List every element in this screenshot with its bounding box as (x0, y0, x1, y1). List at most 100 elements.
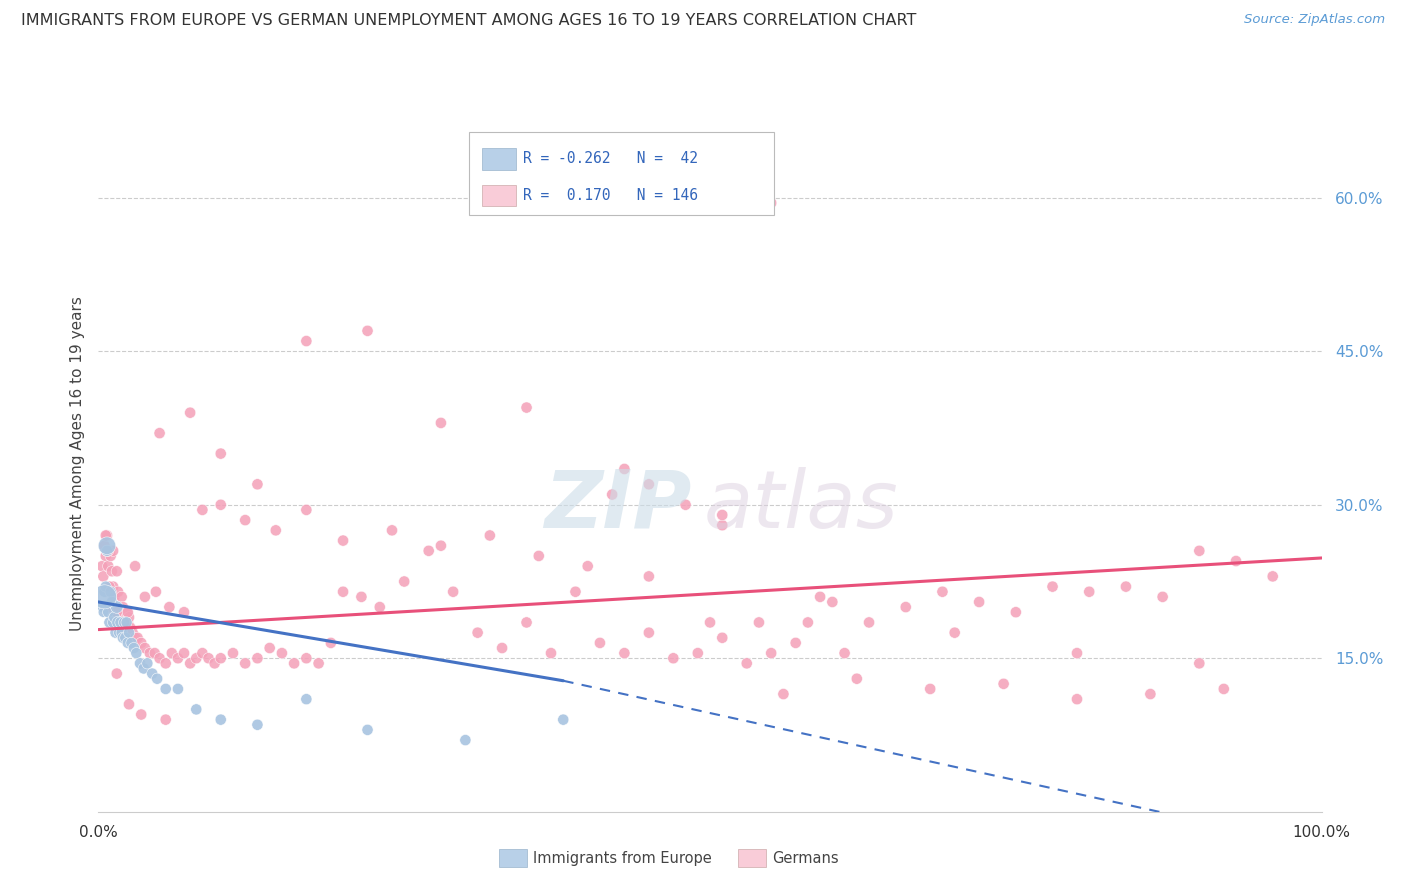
Point (100, 549, 122, 563)
Point (233, 513, 256, 527)
Point (101, 580, 124, 594)
Point (761, 646, 783, 660)
Point (967, 595, 990, 609)
Point (209, 447, 232, 461)
Point (124, 559, 146, 574)
Point (600, 487, 623, 501)
Point (100, 584, 122, 599)
Point (107, 615, 129, 630)
Point (98, 580, 121, 594)
Point (197, 651, 219, 665)
Point (711, 518, 734, 533)
Point (91, 569, 114, 583)
Point (233, 657, 256, 671)
Point (105, 605, 128, 619)
Point (118, 610, 141, 624)
Point (943, 625, 966, 640)
Point (125, 646, 148, 660)
Point (246, 717, 269, 731)
Point (209, 498, 232, 512)
Point (108, 610, 131, 624)
Point (117, 605, 139, 619)
Point (111, 625, 134, 640)
Point (319, 636, 342, 650)
Point (111, 625, 134, 640)
Point (1188, 544, 1211, 558)
Point (1066, 646, 1088, 660)
Text: R = -0.262   N =  42: R = -0.262 N = 42 (523, 152, 697, 167)
Text: Immigrants from Europe: Immigrants from Europe (533, 851, 711, 865)
Point (101, 615, 124, 630)
Point (735, 657, 758, 671)
Point (204, 657, 226, 671)
Point (1188, 657, 1211, 671)
Point (115, 605, 138, 619)
Point (209, 651, 232, 665)
Point (97, 559, 120, 574)
Point (515, 401, 537, 415)
Point (821, 595, 844, 609)
Point (191, 646, 214, 660)
Point (127, 631, 149, 645)
Point (295, 334, 318, 348)
Point (699, 615, 721, 630)
Point (120, 636, 142, 650)
Point (467, 625, 489, 640)
Point (145, 584, 167, 599)
Point (418, 544, 440, 558)
Point (114, 631, 136, 645)
Point (103, 610, 125, 624)
Point (686, 646, 709, 660)
Point (96, 528, 118, 542)
Point (222, 646, 245, 660)
Point (295, 692, 318, 706)
Point (105, 564, 128, 578)
Point (613, 462, 636, 476)
Point (129, 657, 152, 671)
Point (96, 544, 118, 558)
Point (112, 615, 135, 630)
Point (675, 498, 697, 512)
Point (101, 564, 124, 578)
Point (110, 615, 132, 630)
Point (91, 600, 114, 615)
Point (858, 615, 880, 630)
Point (129, 707, 152, 722)
Point (711, 508, 734, 522)
Point (129, 636, 152, 650)
Point (772, 687, 794, 701)
Point (118, 625, 141, 640)
Text: Source: ZipAtlas.com: Source: ZipAtlas.com (1244, 13, 1385, 27)
Point (149, 651, 172, 665)
Point (94, 528, 117, 542)
Point (91, 559, 114, 574)
Point (97, 605, 120, 619)
Point (264, 524, 287, 538)
Point (454, 733, 477, 747)
Point (94, 549, 117, 563)
Point (638, 569, 661, 583)
Point (332, 533, 354, 548)
Point (931, 584, 953, 599)
Point (122, 640, 145, 655)
Point (111, 590, 134, 604)
Point (108, 625, 131, 640)
Point (107, 584, 129, 599)
Point (845, 672, 868, 686)
Point (179, 657, 201, 671)
Point (1261, 569, 1284, 583)
Point (356, 324, 378, 338)
Point (350, 590, 373, 604)
Point (141, 666, 163, 681)
Text: R =  0.170   N = 146: R = 0.170 N = 146 (523, 188, 697, 203)
Point (94, 580, 117, 594)
Point (1115, 580, 1137, 594)
Point (785, 636, 807, 650)
Point (797, 615, 820, 630)
Text: ZIP: ZIP (544, 467, 692, 545)
Point (98, 600, 121, 615)
Point (1139, 687, 1161, 701)
Point (191, 503, 214, 517)
Point (1225, 554, 1247, 568)
Point (111, 600, 134, 615)
